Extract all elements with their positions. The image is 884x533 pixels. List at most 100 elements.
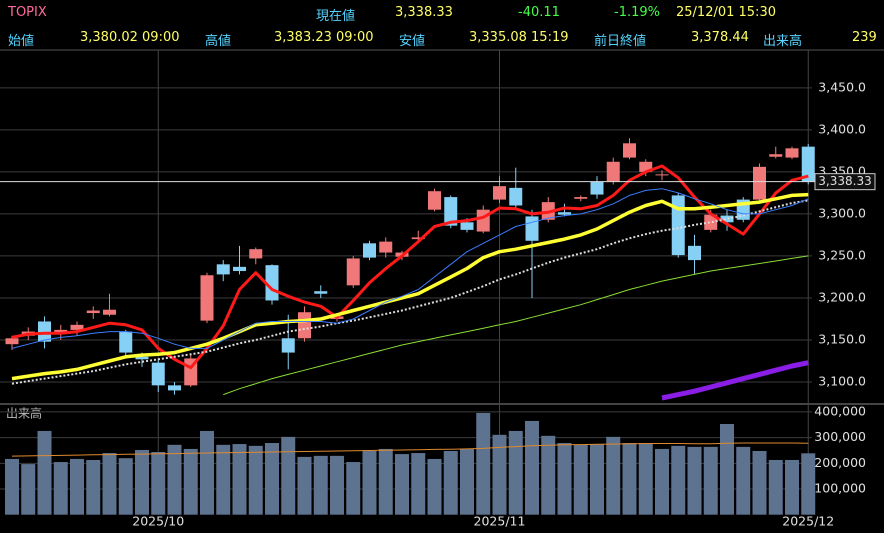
volume-bar: [151, 452, 166, 515]
candle-body: [151, 362, 165, 386]
volume-bar: [167, 444, 182, 515]
label: 出来高: [763, 34, 803, 49]
volume-bar: [427, 458, 442, 515]
label: 高値: [205, 34, 232, 49]
label: 前日終値: [594, 34, 647, 49]
candle-body: [38, 321, 51, 342]
x-tick-label: 2025/11: [474, 514, 526, 529]
volume-bar: [232, 444, 247, 515]
candle-body: [281, 338, 295, 353]
y-tick-label: 100,000: [814, 481, 866, 496]
candle-body: [460, 222, 474, 230]
volume-bar: [638, 443, 653, 515]
candle-body: [525, 216, 539, 241]
volume-bar: [70, 458, 84, 515]
candle-body: [493, 186, 506, 200]
label: 始値: [8, 34, 35, 49]
candle-body: [135, 356, 149, 360]
volume-bar: [671, 445, 686, 515]
volume-bar: [557, 443, 572, 515]
candle-body: [411, 237, 425, 240]
ma-line: [11, 164, 809, 370]
candle-body: [298, 312, 311, 339]
volume-bar: [37, 430, 52, 515]
candle-body: [801, 146, 815, 182]
volume-bar: [395, 454, 409, 515]
ma-line: [661, 360, 809, 401]
candle-body: [200, 275, 214, 321]
datetime: 25/12/01 15:30: [676, 5, 776, 20]
candle-body: [476, 209, 490, 232]
volume-bar: [768, 459, 783, 515]
candle-body: [753, 166, 766, 200]
y-tick-label: 3,400.0: [818, 121, 866, 136]
volume-bar: [346, 462, 361, 515]
low: 3,335.08 15:19: [469, 30, 569, 45]
volume-bar: [5, 458, 19, 515]
candle-body: [623, 143, 636, 158]
y-tick-label: 200,000: [814, 455, 866, 470]
candle-body: [769, 154, 783, 157]
y-tick-label: 3,150.0: [818, 331, 866, 346]
volume-bar: [801, 453, 816, 515]
candle-body: [574, 197, 588, 199]
candle-body: [70, 324, 84, 330]
volume-bar: [703, 446, 718, 515]
candle-body: [314, 291, 328, 294]
volume-bar: [330, 455, 344, 515]
candle-body: [119, 331, 133, 353]
volume-bar: [687, 446, 702, 515]
ma-line: [223, 255, 809, 396]
volume-bar: [720, 424, 734, 515]
candle-body: [363, 243, 376, 258]
candle-body: [606, 161, 620, 182]
candle-body: [671, 195, 685, 256]
volume-bar: [297, 456, 312, 515]
candle-body: [216, 264, 230, 275]
y-tick-label: 3,200.0: [818, 289, 866, 304]
change-pct: -1.19%: [614, 5, 660, 20]
x-tick-label: 2025/12: [782, 514, 834, 529]
y-tick-label: 3,450.0: [818, 79, 866, 94]
candle-body: [233, 266, 246, 272]
current-price-box: [814, 173, 876, 191]
volume-bar: [541, 435, 556, 515]
volume-bar: [476, 412, 491, 515]
candle-body: [704, 214, 718, 230]
volume-bar: [53, 462, 68, 515]
label: 現在値: [316, 9, 356, 24]
volume-bar: [655, 448, 669, 515]
volume-bar: [492, 434, 507, 515]
candle-body: [103, 309, 116, 315]
candle-body: [720, 215, 734, 223]
candle-body: [688, 245, 701, 261]
candle-body: [5, 338, 19, 345]
y-tick-label: 400,000: [814, 403, 866, 418]
candle-body: [379, 241, 393, 253]
high: 3,383.23 09:00: [274, 30, 374, 45]
ma-line: [11, 192, 809, 381]
volume-bar: [508, 430, 523, 515]
change: -40.11: [518, 5, 560, 20]
candle-body: [655, 174, 669, 176]
candle-body: [509, 187, 523, 206]
volume-bar: [313, 455, 328, 515]
ma-line: [11, 199, 809, 385]
volume-bar: [200, 430, 214, 515]
prev-close: 3,378.44: [691, 30, 749, 45]
y-tick-label: 300,000: [814, 429, 866, 444]
y-tick-label: 3,250.0: [818, 247, 866, 262]
candle-body: [346, 258, 360, 286]
volume-bar: [736, 446, 751, 515]
candle-body: [428, 191, 441, 210]
volume-bar: [265, 443, 279, 515]
current-price-label: 3,338.33: [818, 174, 871, 188]
open: 3,380.02 09:00: [80, 30, 180, 45]
label: 安値: [399, 34, 426, 49]
candle-body: [444, 197, 458, 226]
volume-bar: [590, 444, 604, 515]
volume-bar: [443, 450, 458, 515]
candle-body: [590, 181, 604, 195]
